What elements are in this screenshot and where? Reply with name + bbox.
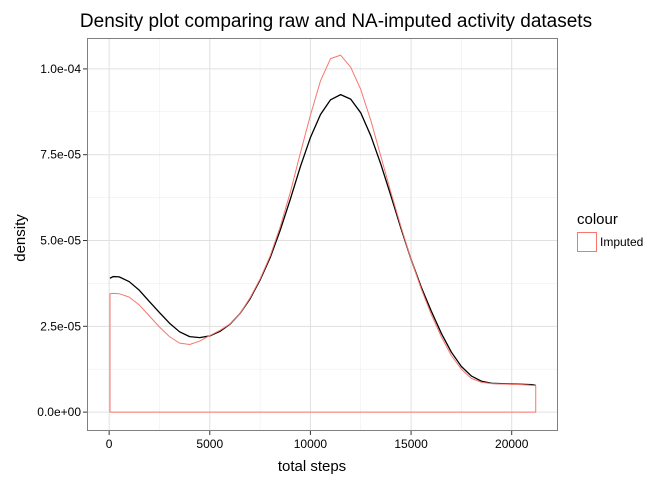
plot-panel [87,38,558,431]
y-tick-label: 2.5e-05 [40,319,81,333]
y-tick-label: 7.5e-05 [40,148,81,162]
y-tick-label: 0.0e+00 [37,405,81,419]
x-tick-label: 5000 [196,437,223,451]
x-tick-label: 15000 [394,437,428,451]
legend: colour Imputed [577,211,643,252]
density-line-raw [109,93,536,386]
x-tick-label: 10000 [294,437,328,451]
y-axis-title: density [12,214,29,262]
y-tick-label: 5.0e-05 [40,234,81,248]
panel-border [87,38,558,431]
x-tick-label: 20000 [495,437,529,451]
density-line-imputed [109,54,537,413]
legend-label-imputed: Imputed [600,235,643,249]
x-tick-label: 0 [106,437,113,451]
legend-key-imputed [577,232,597,252]
panel-background [87,38,558,431]
legend-title: colour [577,211,618,228]
x-axis-title: total steps [278,458,346,475]
y-tick-label: 1.0e-04 [40,62,81,76]
chart-title: Density plot comparing raw and NA-impute… [80,11,592,32]
